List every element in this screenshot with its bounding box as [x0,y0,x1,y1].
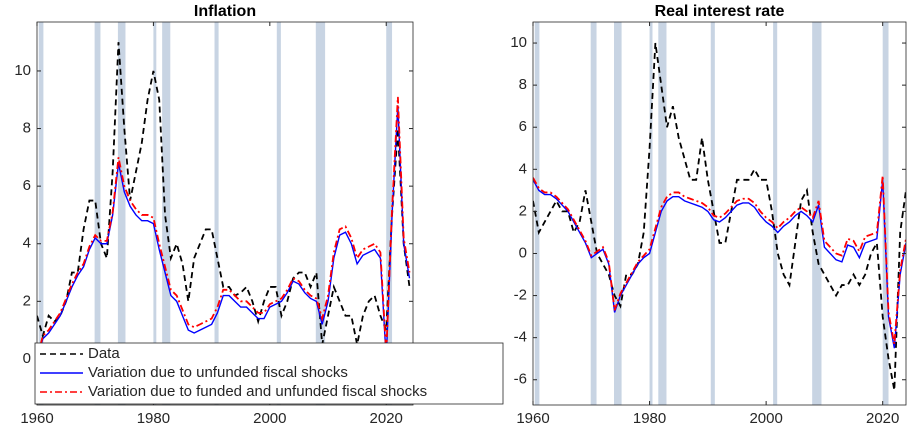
legend-label: Data [88,345,120,362]
y-tick-label: 10 [14,62,31,79]
legend-label: Variation due to unfunded fiscal shocks [88,364,348,381]
recession-band [153,22,157,405]
recession-band [214,22,219,405]
recession-band [386,22,393,405]
series-line [37,42,411,345]
legend-label: Variation due to funded and unfunded fis… [88,383,427,400]
recession-band [812,22,822,405]
y-tick-label: 4 [519,160,527,177]
y-tick-label: 2 [23,292,31,309]
x-tick-label: 1980 [633,410,666,427]
plot-area [37,22,411,405]
series-line [37,96,411,360]
y-tick-label: -2 [514,287,527,304]
x-tick-label: 1980 [137,410,170,427]
y-tick-label: 0 [23,350,31,367]
x-tick-label: 2020 [370,410,403,427]
y-tick-label: 6 [519,118,527,135]
y-tick-label: 8 [519,76,527,93]
recession-band [614,22,622,405]
y-tick-label: -4 [514,329,527,346]
recession-band [315,22,326,405]
y-tick-label: -6 [514,371,527,388]
series-line [533,179,906,349]
recession-band [162,22,171,405]
y-tick-label: 0 [519,244,527,261]
x-tick-label: 1960 [516,410,549,427]
legend: Data Variation due to unfunded fiscal sho… [34,342,504,405]
recession-band [773,22,778,405]
series-line [533,42,906,391]
recession-band [276,22,281,405]
recession-band [882,22,889,405]
x-tick-label: 2000 [253,410,286,427]
y-tick-label: 2 [519,202,527,219]
chart-title: Real interest rate [655,3,785,20]
recession-band [38,22,44,405]
chart-title: Inflation [194,3,256,20]
axes-frame [36,21,414,406]
y-tick-label: 6 [23,177,31,194]
y-tick-label: 10 [510,34,527,51]
x-tick-label: 2020 [866,410,899,427]
x-tick-label: 2000 [749,410,782,427]
recession-band [117,22,126,405]
recession-band [590,22,597,405]
recession-band [658,22,667,405]
series-line [533,175,906,345]
x-tick-label: 1960 [20,410,53,427]
axes-frame [532,21,907,406]
recession-band [534,22,540,405]
plot-area [533,22,906,405]
y-tick-label: 4 [23,235,31,252]
legend-box [34,342,504,405]
series-line [37,105,411,360]
y-tick-label: 8 [23,120,31,137]
recession-band [649,22,653,405]
